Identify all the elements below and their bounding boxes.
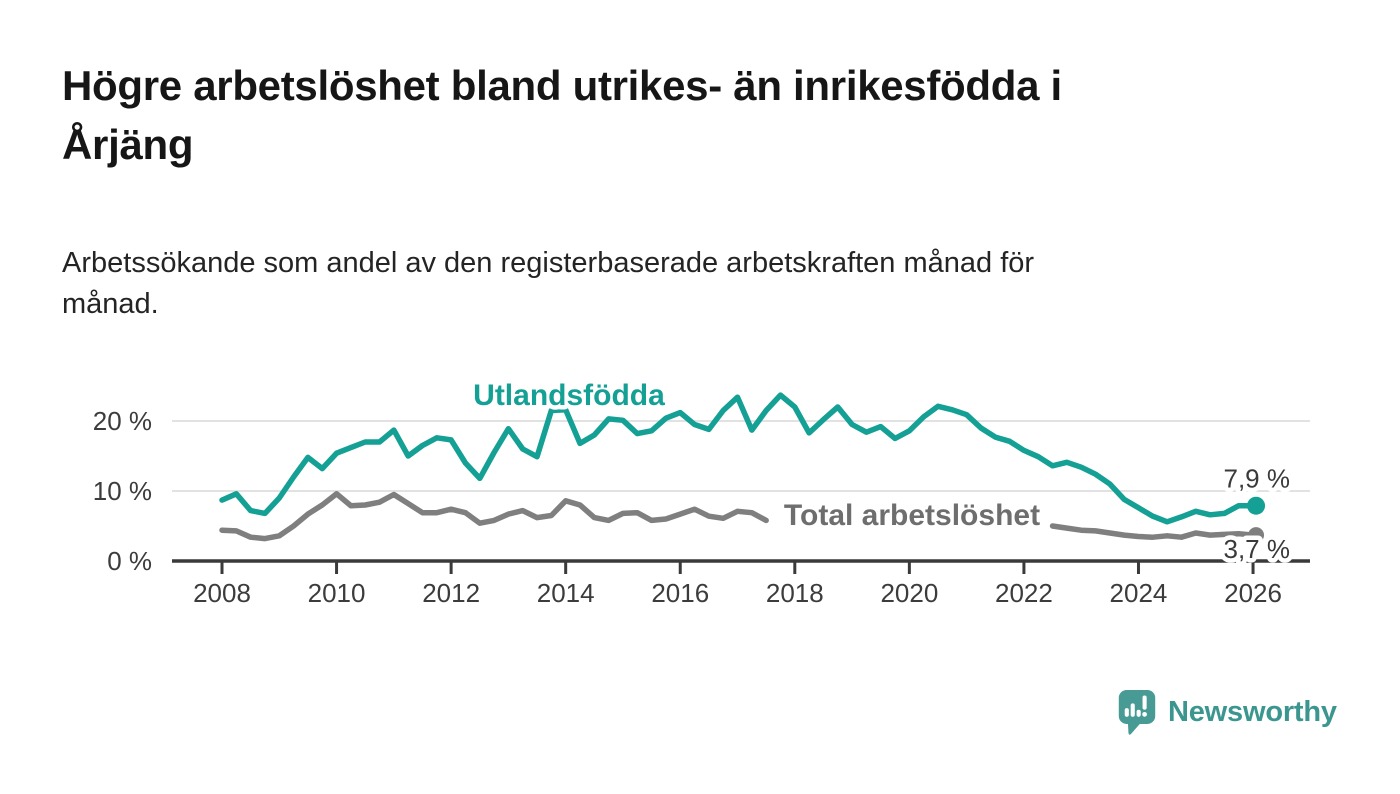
unemployment-line-chart: 0 % 10 % 20 % 2008 2010 2012 2014 2016 2018 2020 2… — [0, 355, 1400, 625]
page-subtitle-line-2: månad. — [62, 288, 159, 320]
series-end-value-label-total-arbetsloshet: 3,7 % — [1224, 534, 1291, 564]
x-axis-tick-label-2014: 2014 — [537, 578, 595, 608]
x-axis-tick-label-2024: 2024 — [1110, 578, 1168, 608]
newsworthy-wordmark: Newsworthy — [1168, 696, 1337, 728]
newsworthy-logo: Newsworthy — [1118, 689, 1337, 736]
series-line-total-arbetsloshet-seg2 — [1049, 523, 1256, 540]
page-title-line-1: Högre arbetslöshet bland utrikes- än inr… — [62, 62, 1062, 109]
bar-chart-bar-3 — [1136, 709, 1141, 717]
y-axis-tick-label-10: 10 % — [93, 476, 152, 506]
x-axis-tick-label-2022: 2022 — [995, 578, 1053, 608]
header: Högre arbetslöshet bland utrikes- än inr… — [62, 56, 1062, 174]
series-end-dot-utlandsfodda — [1247, 496, 1266, 515]
y-axis-tick-label-0: 0 % — [107, 546, 152, 576]
exclamation-mark-dot — [1142, 711, 1147, 717]
x-axis-tick-label-2020: 2020 — [880, 578, 938, 608]
page-subtitle: Arbetssökande som andel av den registerb… — [62, 243, 1034, 325]
series-line-utlandsfodda — [219, 392, 1256, 525]
page-subtitle-line-1: Arbetssökande som andel av den registerb… — [62, 247, 1035, 279]
chart-plot-area: 0 % 10 % 20 % 2008 2010 2012 2014 2016 2018 2020 2… — [93, 375, 1310, 608]
series-end-dot-total-arbetsloshet — [1248, 527, 1265, 544]
series-label-total-arbetsloshet: Total arbetslöshet — [784, 499, 1040, 532]
x-axis-tick-label-2026: 2026 — [1224, 578, 1282, 608]
series-end-value-label-utlandsfodda: 7,9 % — [1224, 464, 1291, 494]
bar-chart-bar-2 — [1130, 703, 1135, 717]
x-axis-tick-label-2010: 2010 — [308, 578, 366, 608]
exclamation-mark-bar — [1142, 695, 1147, 710]
x-axis-tick-label-2018: 2018 — [766, 578, 824, 608]
series-label-utlandsfodda: Utlandsfödda — [473, 379, 665, 412]
page-title: Högre arbetslöshet bland utrikes- än inr… — [62, 56, 1062, 174]
series-line-total-arbetsloshet — [219, 491, 769, 542]
newsworthy-logo-icon — [1118, 689, 1156, 735]
bar-chart-bar-1 — [1124, 708, 1129, 717]
page-title-line-2: Årjäng — [62, 121, 194, 168]
y-axis-tick-label-20: 20 % — [93, 406, 152, 436]
x-axis-tick-label-2016: 2016 — [651, 578, 709, 608]
x-axis-tick-label-2012: 2012 — [422, 578, 480, 608]
x-axis-tick-label-2008: 2008 — [193, 578, 251, 608]
